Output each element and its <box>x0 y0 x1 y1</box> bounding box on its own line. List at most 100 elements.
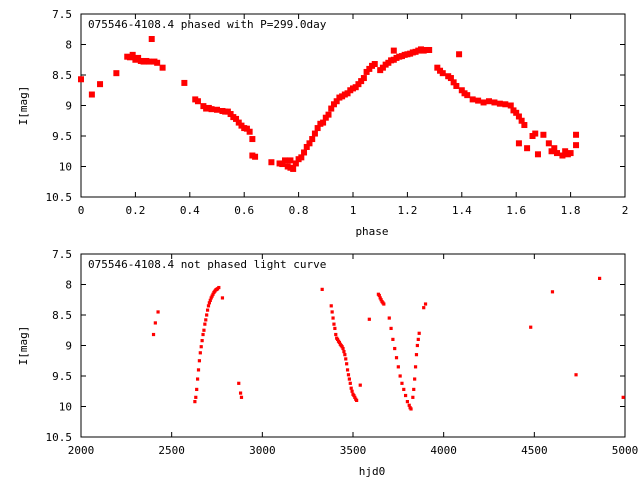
y-tick-label: 8.5 <box>52 309 72 322</box>
data-point <box>513 109 520 116</box>
data-point <box>88 91 95 98</box>
data-point <box>367 317 371 321</box>
data-point <box>181 79 188 86</box>
data-point <box>311 130 318 137</box>
data-point <box>298 154 305 161</box>
data-point <box>201 332 205 337</box>
data-point <box>334 332 338 337</box>
x-tick-label: 4500 <box>521 444 548 457</box>
y-tick-label: 9.5 <box>52 370 72 383</box>
data-point <box>366 65 373 72</box>
data-point <box>456 51 463 58</box>
data-point <box>214 106 220 113</box>
y-tick-label: 8 <box>65 39 72 52</box>
unphased-light-curve-panel: 2000 2500 3000 3500 4000 4500 5000 7.5 8 8.5 9 9.5 1… <box>17 248 638 478</box>
data-point <box>346 373 351 377</box>
data-point <box>453 82 460 89</box>
data-point <box>405 400 409 404</box>
data-point <box>396 365 400 369</box>
data-point <box>554 150 560 157</box>
y-tick-label: 7.5 <box>52 248 72 261</box>
data-point <box>220 296 225 300</box>
data-point <box>426 46 433 53</box>
data-point <box>148 36 155 43</box>
y-tick-label: 9 <box>65 340 72 353</box>
y-tick-label: 9.5 <box>52 130 72 143</box>
data-point <box>194 98 201 105</box>
data-point <box>306 140 313 147</box>
data-point <box>394 356 399 360</box>
data-point <box>332 322 336 326</box>
data-point <box>322 114 329 121</box>
data-point <box>502 101 509 108</box>
data-point <box>391 337 395 341</box>
data-point <box>198 351 202 355</box>
data-point <box>268 159 275 166</box>
data-point <box>353 395 357 399</box>
data-point <box>491 99 498 106</box>
data-point <box>349 386 353 390</box>
data-point <box>195 387 199 392</box>
plot-frame <box>80 253 626 438</box>
y-tick-label: 9 <box>65 100 72 113</box>
data-point <box>412 387 416 392</box>
data-point <box>348 381 352 385</box>
data-point <box>279 161 286 168</box>
data-point <box>475 97 482 104</box>
data-point <box>146 58 152 65</box>
data-point <box>402 387 406 392</box>
x-tick-label: 5000 <box>612 444 639 457</box>
data-point <box>197 359 202 363</box>
x-tick-label: 1.8 <box>561 204 581 217</box>
data-point <box>532 130 539 137</box>
data-point <box>559 152 566 159</box>
data-point <box>252 153 259 160</box>
data-point <box>135 54 142 61</box>
data-point <box>423 302 428 306</box>
data-point <box>534 151 541 158</box>
data-point <box>415 343 419 348</box>
data-point <box>573 131 580 138</box>
data-point <box>129 51 136 58</box>
data-point <box>411 395 415 399</box>
data-point <box>343 353 347 357</box>
x-tick-label: 2000 <box>68 444 95 457</box>
data-point <box>486 98 492 105</box>
data-point <box>203 322 207 326</box>
data-point <box>521 122 528 129</box>
data-point <box>153 321 157 325</box>
data-point <box>345 362 349 366</box>
data-point <box>382 302 386 306</box>
data-point <box>335 337 340 341</box>
y-axis-label: I[mag] <box>17 326 30 366</box>
data-point <box>331 316 335 320</box>
data-point <box>403 393 408 398</box>
x-tick-label: 3500 <box>340 444 367 457</box>
data-point <box>352 393 356 398</box>
data-point <box>434 64 441 71</box>
data-point <box>545 140 552 147</box>
data-point <box>154 59 161 66</box>
y-tick-label: 10.5 <box>46 431 73 444</box>
data-point <box>199 345 203 349</box>
data-point <box>358 383 362 387</box>
data-point <box>363 68 370 75</box>
data-point <box>398 374 402 378</box>
data-point <box>329 304 333 308</box>
y-tick-label: 10 <box>59 161 72 174</box>
data-point <box>292 160 299 167</box>
data-point <box>358 78 365 85</box>
data-point <box>325 111 332 118</box>
data-point <box>156 310 160 314</box>
data-point <box>243 125 250 132</box>
x-tick-label: 4000 <box>430 444 457 457</box>
data-point <box>320 287 324 291</box>
data-point <box>344 90 351 97</box>
data-point <box>237 381 241 385</box>
data-point <box>238 391 243 395</box>
data-point <box>389 326 393 331</box>
plot-frame <box>80 13 626 198</box>
data-point <box>480 99 487 106</box>
data-point <box>340 345 344 349</box>
y-tick-label: 8.5 <box>52 69 72 82</box>
